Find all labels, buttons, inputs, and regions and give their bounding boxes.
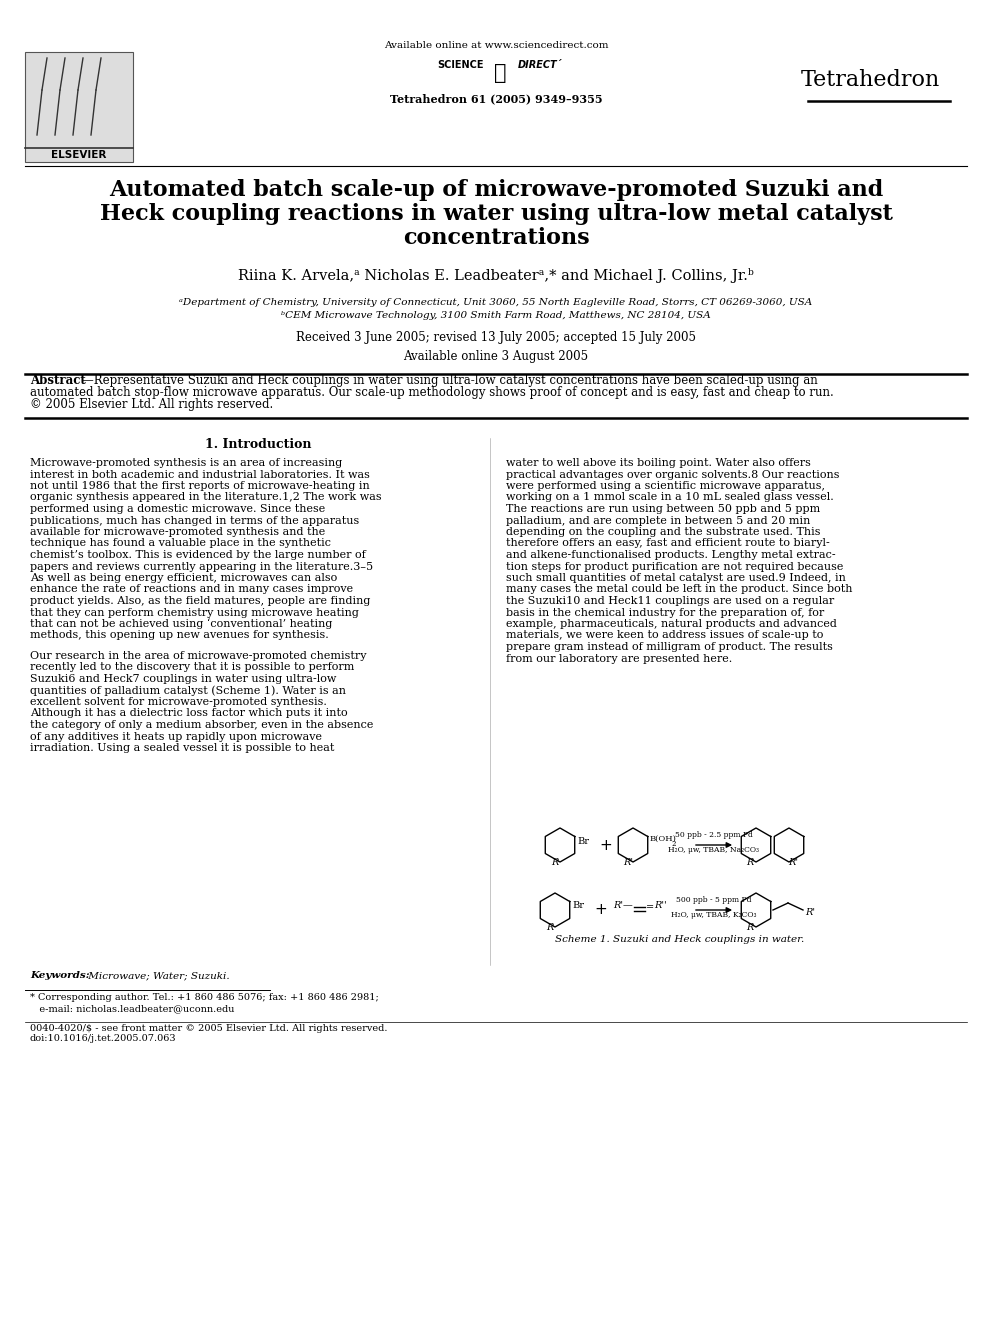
Text: Microwave; Water; Suzuki.: Microwave; Water; Suzuki. (85, 971, 229, 980)
Text: ELSEVIER: ELSEVIER (52, 149, 107, 160)
Text: 2: 2 (672, 840, 677, 848)
Text: * Corresponding author. Tel.: +1 860 486 5076; fax: +1 860 486 2981;: * Corresponding author. Tel.: +1 860 486… (30, 994, 379, 1002)
Text: 0040-4020/$ - see front matter © 2005 Elsevier Ltd. All rights reserved.: 0040-4020/$ - see front matter © 2005 El… (30, 1024, 388, 1033)
Text: water to well above its boiling point. Water also offers: water to well above its boiling point. W… (506, 458, 810, 468)
Text: Riina K. Arvela,ᵃ Nicholas E. Leadbeaterᵃ,* and Michael J. Collins, Jr.ᵇ: Riina K. Arvela,ᵃ Nicholas E. Leadbeater… (238, 269, 754, 283)
Text: Although it has a dielectric loss factor which puts it into: Although it has a dielectric loss factor… (30, 709, 347, 718)
Text: Br: Br (572, 901, 584, 910)
Text: =: = (646, 904, 654, 913)
Text: © 2005 Elsevier Ltd. All rights reserved.: © 2005 Elsevier Ltd. All rights reserved… (30, 398, 273, 411)
Text: automated batch stop-flow microwave apparatus. Our scale-up methodology shows pr: automated batch stop-flow microwave appa… (30, 386, 833, 400)
Text: H₂O, μw, TBAB, Na₂CO₃: H₂O, μw, TBAB, Na₂CO₃ (669, 845, 760, 855)
Text: +: + (599, 837, 612, 852)
Text: excellent solvent for microwave-promoted synthesis.: excellent solvent for microwave-promoted… (30, 697, 327, 706)
Text: the Suzuki10 and Heck11 couplings are used on a regular: the Suzuki10 and Heck11 couplings are us… (506, 595, 834, 606)
Text: Scheme 1. Suzuki and Heck couplings in water.: Scheme 1. Suzuki and Heck couplings in w… (556, 935, 805, 945)
Text: R': R' (788, 859, 798, 867)
Text: irradiation. Using a sealed vessel it is possible to heat: irradiation. Using a sealed vessel it is… (30, 744, 334, 753)
Text: papers and reviews currently appearing in the literature.3–5: papers and reviews currently appearing i… (30, 561, 373, 572)
Text: DIRECT´: DIRECT´ (518, 60, 562, 70)
Text: Keywords:: Keywords: (30, 971, 89, 980)
Text: chemist’s toolbox. This is evidenced by the large number of: chemist’s toolbox. This is evidenced by … (30, 550, 366, 560)
Text: R': R' (805, 908, 815, 917)
Text: technique has found a valuable place in the synthetic: technique has found a valuable place in … (30, 538, 331, 549)
Text: 1. Introduction: 1. Introduction (204, 438, 311, 451)
Text: palladium, and are complete in between 5 and 20 min: palladium, and are complete in between 5… (506, 516, 810, 525)
Text: performed using a domestic microwave. Since these: performed using a domestic microwave. Si… (30, 504, 325, 515)
Text: R: R (746, 859, 754, 867)
Text: organic synthesis appeared in the literature.1,2 The work was: organic synthesis appeared in the litera… (30, 492, 382, 503)
Text: basis in the chemical industry for the preparation of, for: basis in the chemical industry for the p… (506, 607, 824, 618)
Text: tion steps for product purification are not required because: tion steps for product purification are … (506, 561, 843, 572)
Text: recently led to the discovery that it is possible to perform: recently led to the discovery that it is… (30, 663, 354, 672)
Text: R'—: R'— (613, 901, 633, 910)
Text: were performed using a scientific microwave apparatus,: were performed using a scientific microw… (506, 482, 825, 491)
Text: Our research in the area of microwave-promoted chemistry: Our research in the area of microwave-pr… (30, 651, 366, 662)
Text: practical advantages over organic solvents.8 Our reactions: practical advantages over organic solven… (506, 470, 839, 479)
Text: not until 1986 that the first reports of microwave-heating in: not until 1986 that the first reports of… (30, 482, 370, 491)
Text: concentrations: concentrations (403, 228, 589, 249)
Text: SCIENCE: SCIENCE (436, 60, 483, 70)
Text: —Representative Suzuki and Heck couplings in water using ultra-low catalyst conc: —Representative Suzuki and Heck coupling… (82, 374, 817, 388)
Text: quantities of palladium catalyst (Scheme 1). Water is an: quantities of palladium catalyst (Scheme… (30, 685, 346, 696)
Text: Suzuki6 and Heck7 couplings in water using ultra-low: Suzuki6 and Heck7 couplings in water usi… (30, 673, 336, 684)
Text: methods, this opening up new avenues for synthesis.: methods, this opening up new avenues for… (30, 631, 328, 640)
Text: ᵇCEM Microwave Technology, 3100 Smith Farm Road, Matthews, NC 28104, USA: ᵇCEM Microwave Technology, 3100 Smith Fa… (281, 311, 711, 320)
Text: Tetrahedron 61 (2005) 9349–9355: Tetrahedron 61 (2005) 9349–9355 (390, 93, 602, 105)
Text: therefore offers an easy, fast and efficient route to biaryl-: therefore offers an easy, fast and effic… (506, 538, 829, 549)
Text: doi:10.1016/j.tet.2005.07.063: doi:10.1016/j.tet.2005.07.063 (30, 1035, 177, 1043)
Text: working on a 1 mmol scale in a 10 mL sealed glass vessel.: working on a 1 mmol scale in a 10 mL sea… (506, 492, 833, 503)
Text: Automated batch scale-up of microwave-promoted Suzuki and: Automated batch scale-up of microwave-pr… (109, 179, 883, 201)
Text: the category of only a medium absorber, even in the absence: the category of only a medium absorber, … (30, 720, 373, 730)
Text: Microwave-promoted synthesis is an area of increasing: Microwave-promoted synthesis is an area … (30, 458, 342, 468)
Text: example, pharmaceuticals, natural products and advanced: example, pharmaceuticals, natural produc… (506, 619, 837, 628)
Text: enhance the rate of reactions and in many cases improve: enhance the rate of reactions and in man… (30, 585, 353, 594)
Text: depending on the coupling and the substrate used. This: depending on the coupling and the substr… (506, 527, 820, 537)
Text: The reactions are run using between 50 ppb and 5 ppm: The reactions are run using between 50 p… (506, 504, 820, 515)
Bar (25, 52, 133, 161)
Text: Received 3 June 2005; revised 13 July 2005; accepted 15 July 2005: Received 3 June 2005; revised 13 July 20… (296, 331, 696, 344)
Text: of any additives it heats up rapidly upon microwave: of any additives it heats up rapidly upo… (30, 732, 322, 741)
Text: As well as being energy efficient, microwaves can also: As well as being energy efficient, micro… (30, 573, 337, 583)
Text: e-mail: nicholas.leadbeater@uconn.edu: e-mail: nicholas.leadbeater@uconn.edu (30, 1004, 234, 1013)
Text: prepare gram instead of milligram of product. The results: prepare gram instead of milligram of pro… (506, 642, 833, 652)
Text: Available online 3 August 2005: Available online 3 August 2005 (404, 351, 588, 363)
Text: available for microwave-promoted synthesis and the: available for microwave-promoted synthes… (30, 527, 325, 537)
Text: Tetrahedron: Tetrahedron (801, 69, 939, 91)
Text: Br: Br (577, 836, 589, 845)
Text: and alkene-functionalised products. Lengthy metal extrac-: and alkene-functionalised products. Leng… (506, 550, 835, 560)
Text: materials, we were keen to address issues of scale-up to: materials, we were keen to address issue… (506, 631, 823, 640)
Text: +: + (594, 902, 607, 917)
Text: R: R (547, 923, 554, 931)
Text: product yields. Also, as the field matures, people are finding: product yields. Also, as the field matur… (30, 595, 370, 606)
Text: that they can perform chemistry using microwave heating: that they can perform chemistry using mi… (30, 607, 359, 618)
Text: from our laboratory are presented here.: from our laboratory are presented here. (506, 654, 732, 664)
Text: 50 ppb - 2.5 ppm Pd: 50 ppb - 2.5 ppm Pd (676, 831, 753, 839)
Text: R': R' (623, 859, 633, 867)
Text: publications, much has changed in terms of the apparatus: publications, much has changed in terms … (30, 516, 359, 525)
Text: Available online at www.sciencedirect.com: Available online at www.sciencedirect.co… (384, 41, 608, 50)
Text: R: R (746, 923, 754, 931)
Text: 500 ppb - 5 ppm Pd: 500 ppb - 5 ppm Pd (677, 896, 752, 904)
Text: R'': R'' (654, 901, 667, 910)
Text: Abstract: Abstract (30, 374, 85, 388)
Text: H₂O, μw, TBAB, K₂CO₃: H₂O, μw, TBAB, K₂CO₃ (672, 912, 757, 919)
Text: ᵃDepartment of Chemistry, University of Connecticut, Unit 3060, 55 North Eaglevi: ᵃDepartment of Chemistry, University of … (180, 298, 812, 307)
Text: Heck coupling reactions in water using ultra-low metal catalyst: Heck coupling reactions in water using u… (99, 202, 893, 225)
Text: many cases the metal could be left in the product. Since both: many cases the metal could be left in th… (506, 585, 852, 594)
Text: ⓓ: ⓓ (494, 64, 506, 83)
Text: B(OH): B(OH) (650, 835, 677, 843)
Text: such small quantities of metal catalyst are used.9 Indeed, in: such small quantities of metal catalyst … (506, 573, 846, 583)
Text: interest in both academic and industrial laboratories. It was: interest in both academic and industrial… (30, 470, 370, 479)
Text: R: R (552, 859, 558, 867)
Text: that can not be achieved using ‘conventional’ heating: that can not be achieved using ‘conventi… (30, 618, 332, 628)
